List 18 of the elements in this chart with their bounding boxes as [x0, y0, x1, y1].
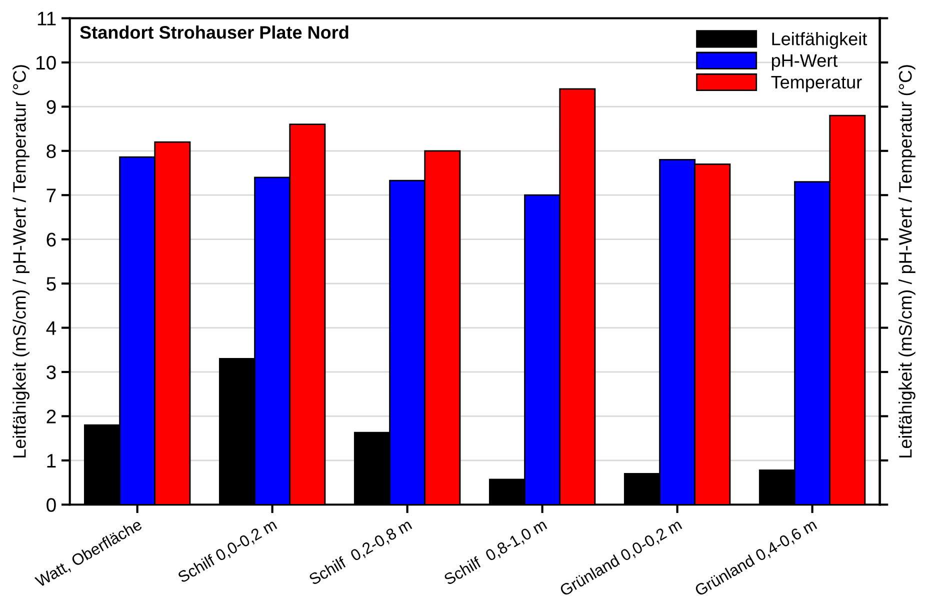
y-tick-label: 0: [46, 498, 56, 512]
y-tick-label: 3: [46, 365, 56, 380]
y-tick-label: 8: [46, 144, 56, 158]
y2-axis-title: Leitfähigkeit (mS/cm) / pH-Wert / Temperatur (°C): [898, 65, 916, 458]
y-tick-label: 2: [46, 410, 56, 424]
y-tick-label: 7: [46, 188, 56, 202]
chart-title: Standort Strohauser Plate Nord: [80, 26, 348, 39]
y-tick-label: 11: [38, 12, 56, 26]
y-tick-label: 10: [36, 56, 56, 70]
y-tick-label: 1: [47, 454, 56, 468]
y-tick-label: 9: [46, 100, 56, 114]
y-tick-label: 4: [46, 321, 56, 335]
legend-label: pH-Wert: [772, 54, 838, 71]
y-tick-label: 5: [46, 277, 56, 291]
y-axis-title: Leitfähigkeit (mS/cm) / pH-Wert / Temperatur (°C): [12, 65, 30, 458]
legend-label: Leitfähigkeit: [772, 32, 868, 49]
y-tick-label: 6: [46, 232, 56, 247]
legend-label: Temperatur: [771, 76, 862, 92]
